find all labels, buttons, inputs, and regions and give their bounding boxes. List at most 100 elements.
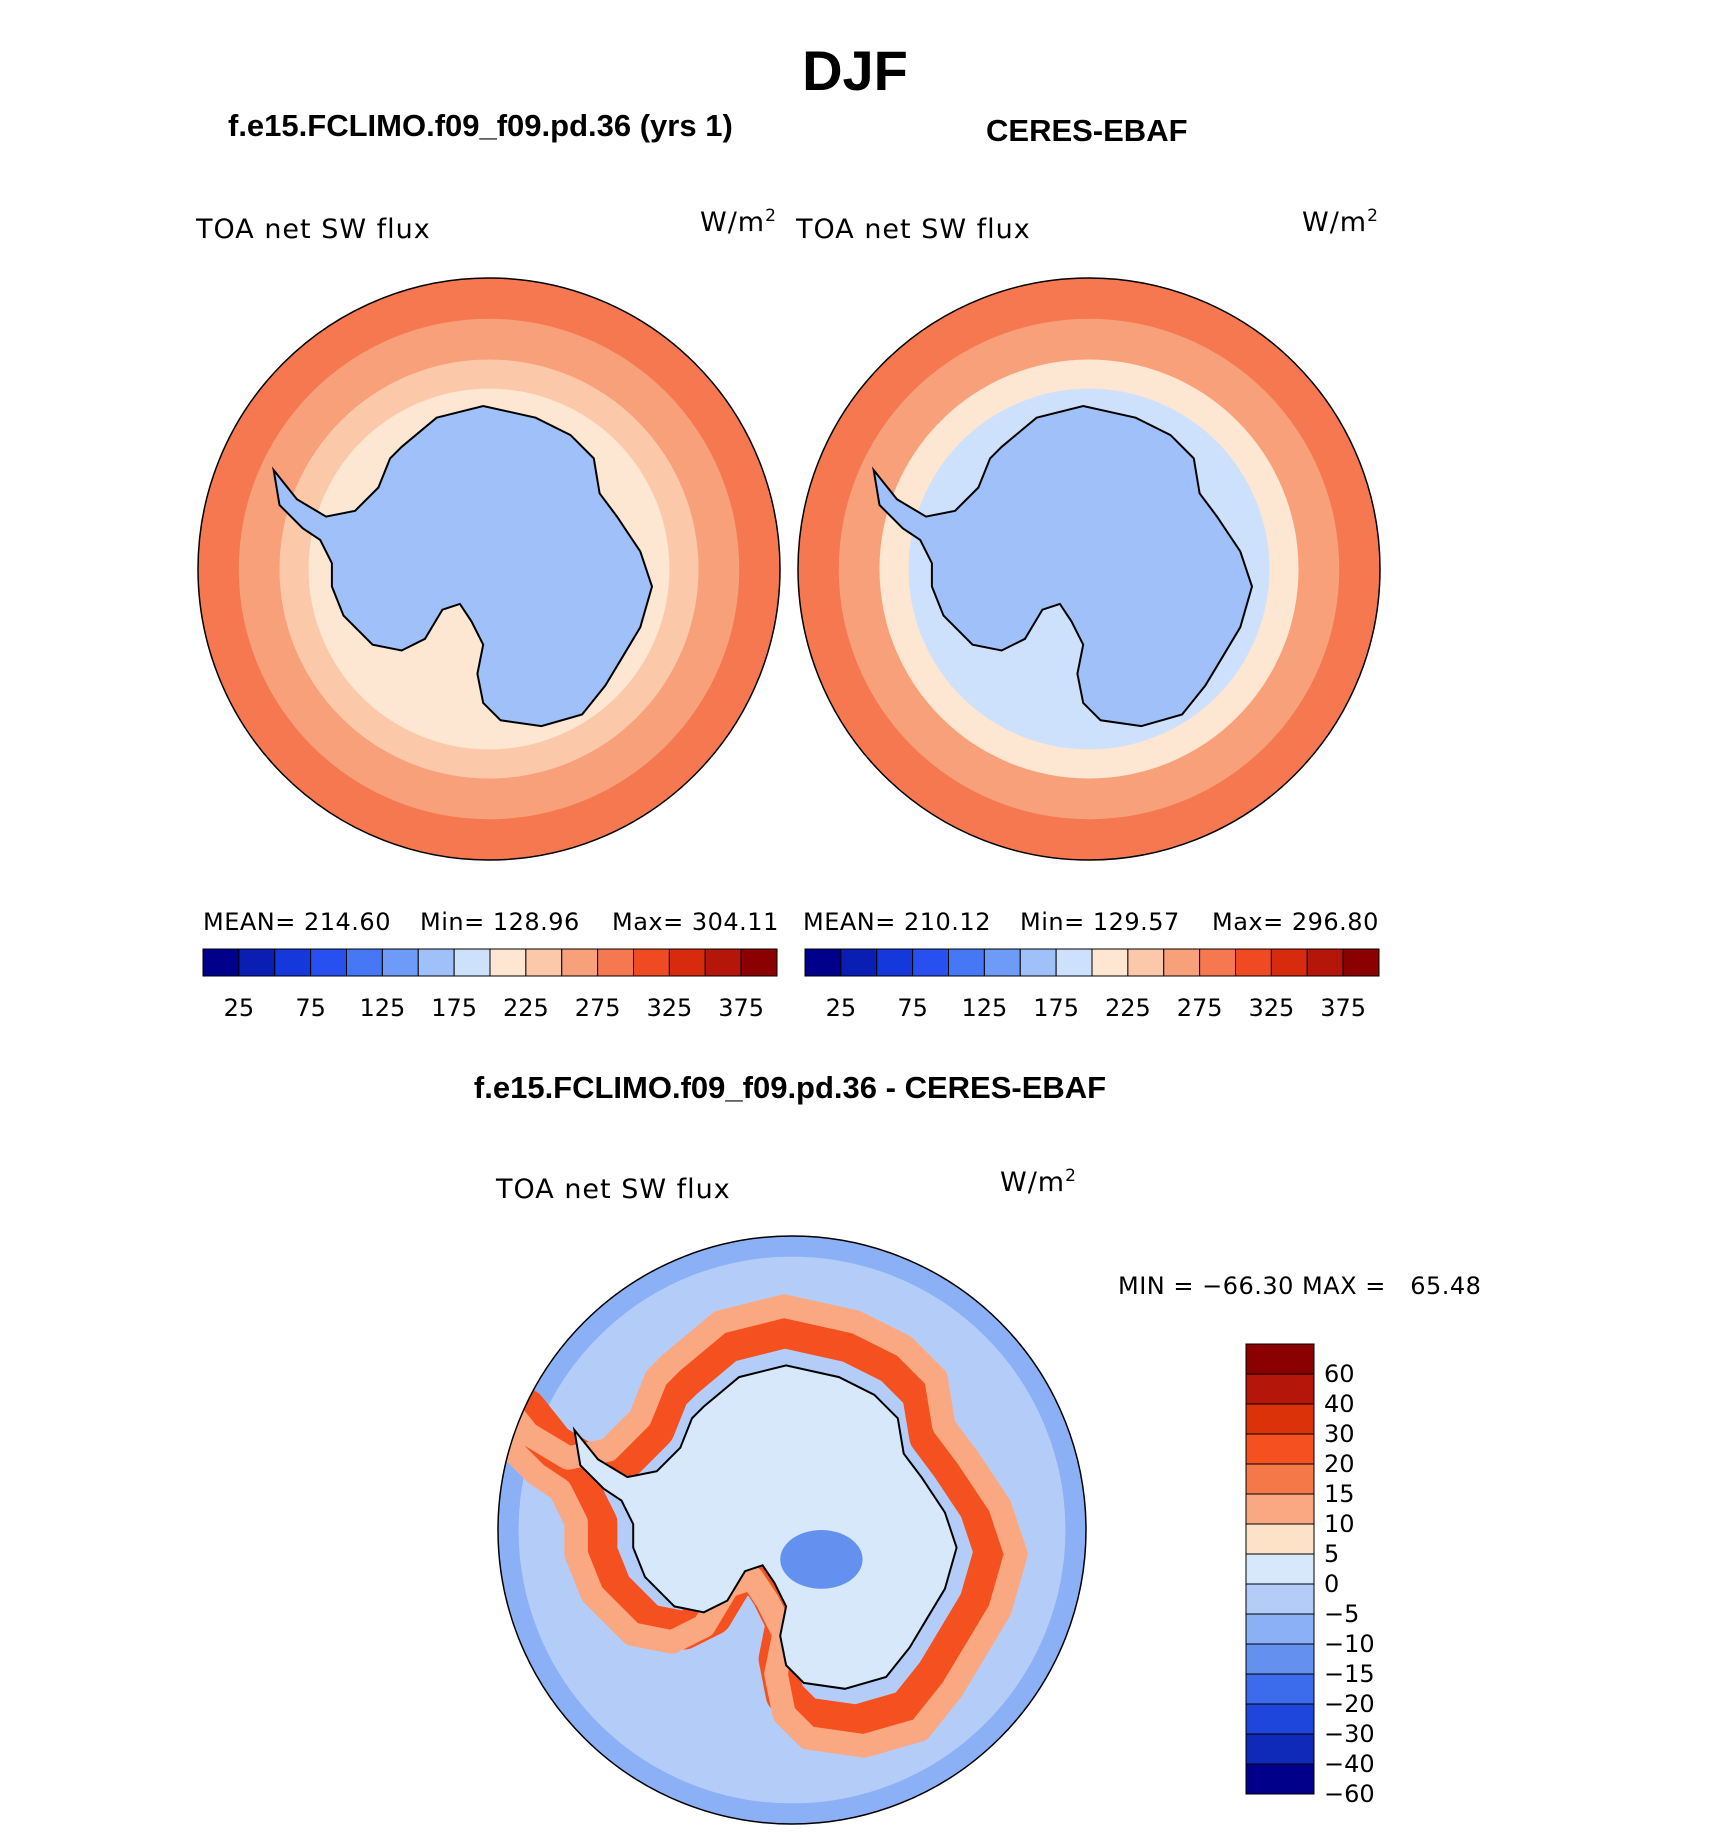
diff-colorbar-tick-label: −20 [1324,1690,1375,1718]
diff-interior-negative-patch [780,1530,863,1589]
model-colorbar-swatch [202,948,240,977]
diff-colorbar-tick-label: −60 [1324,1780,1375,1808]
diff-colorbar-swatch [1245,1523,1315,1555]
diff-colorbar-swatch [1245,1643,1315,1675]
obs-colorbar-swatch [840,948,878,977]
diff-colorbar-swatch [1245,1763,1315,1795]
model-colorbar-swatch [561,948,599,977]
model-colorbar-swatch [346,948,383,977]
obs-min-stat: Min= 129.57 [1020,908,1180,936]
obs-colorbar-swatch [1270,948,1308,977]
diff-colorbar-tick-label: 5 [1324,1540,1339,1568]
obs-colorbar-tick-label: 375 [1320,994,1366,1022]
model-colorbar-swatch [668,948,706,977]
obs-colorbar-tick-label: 125 [961,994,1007,1022]
diff-colorbar-tick-label: −30 [1324,1720,1375,1748]
diff-panel-title: f.e15.FCLIMO.f09_f09.pd.36 - CERES-EBAF [473,1070,1107,1105]
obs-colorbar-tick-label: 325 [1248,994,1294,1022]
diff-minmax-stat: MIN = −66.30 MAX = 65.48 [1118,1272,1482,1300]
obs-colorbar-swatch [1235,948,1272,977]
model-variable-label: TOA net SW flux [196,214,431,245]
model-colorbar-swatch [238,948,276,977]
diff-colorbar-swatch [1245,1673,1315,1705]
obs-colorbar: 25 75 125 175 225 275 325 375 [804,948,1380,1022]
obs-colorbar-swatch [1342,948,1380,977]
obs-antarctica-region [872,404,1254,728]
model-colorbar-swatch [453,948,491,977]
diff-polar-map [497,1235,1087,1825]
obs-colorbar-swatch [1163,948,1201,977]
obs-panel-title: CERES-EBAF [986,113,1188,148]
diff-units-base: W/m [1000,1167,1066,1198]
model-colorbar-swatch [274,948,312,977]
model-colorbar-swatch [740,948,778,977]
obs-units-base: W/m [1302,207,1368,238]
diff-map-border [497,1235,1087,1825]
diff-antarctica-region [572,1364,958,1690]
obs-colorbar-swatch [804,948,842,977]
diff-colorbar-swatch [1245,1343,1315,1375]
model-colorbar-tick-label: 175 [431,994,477,1022]
diff-colorbar-tick-label: −10 [1324,1630,1375,1658]
model-colorbar-tick-label: 375 [718,994,764,1022]
obs-mean-stat: MEAN= 210.12 [803,908,991,936]
diff-colorbar-tick-label: 40 [1324,1390,1355,1418]
diff-offshore-positive-ring [498,1294,1028,1758]
diff-colorbar-tick-label: −15 [1324,1660,1375,1688]
obs-colorbar-swatch [1127,948,1165,977]
model-colorbar-tick-label: 225 [503,994,549,1022]
model-units-exp: 2 [765,206,777,226]
obs-colorbar-swatch [948,948,985,977]
diff-colorbar-swatch [1245,1433,1315,1465]
diff-variable-label: TOA net SW flux [496,1174,731,1205]
season-title: DJF [802,39,908,102]
obs-colorbar-tick-label: 225 [1105,994,1151,1022]
diff-colorbar-tick-label: 30 [1324,1420,1355,1448]
model-colorbar-tick-label: 125 [359,994,405,1022]
diff-colorbar-swatch [1245,1403,1315,1435]
diff-colorbar-swatch [1245,1733,1315,1765]
diff-colorbar-tick-label: −5 [1324,1600,1359,1628]
diff-colorbar-swatch [1245,1463,1315,1495]
model-colorbar-swatch [633,948,670,977]
obs-colorbar-swatch [1019,948,1057,977]
model-colorbar-swatch [489,948,527,977]
obs-units-exp: 2 [1367,206,1379,226]
model-min-stat: Min= 128.96 [420,908,580,936]
model-units-label: W/m2 [700,206,777,238]
obs-colorbar-swatch [1199,948,1236,977]
diff-colorbar-swatch [1245,1613,1315,1645]
diff-colorbar-swatch [1245,1703,1315,1735]
diff-units-label: W/m2 [1000,1166,1077,1198]
obs-map-border [797,277,1381,861]
model-colorbar-swatch [525,948,563,977]
diff-colorbar-tick-label: −40 [1324,1750,1375,1778]
diff-colorbar-tick-label: 10 [1324,1510,1355,1538]
model-antarctica-region [272,404,654,728]
model-panel-title: f.e15.FCLIMO.f09_f09.pd.36 (yrs 1) [228,108,733,143]
diff-units-exp: 2 [1065,1166,1077,1186]
obs-colorbar-tick-label: 75 [897,994,928,1022]
diff-colorbar-swatch [1245,1373,1315,1405]
diff-colorbar-tick-label: 20 [1324,1450,1355,1478]
model-colorbar-tick-label: 275 [575,994,621,1022]
model-mean-stat: MEAN= 214.60 [203,908,391,936]
model-max-stat: Max= 304.11 [612,908,779,936]
obs-max-stat: Max= 296.80 [1212,908,1379,936]
obs-colorbar-swatch [1306,948,1344,977]
model-colorbar-swatch [704,948,742,977]
obs-units-label: W/m2 [1302,206,1379,238]
diff-colorbar-tick-label: 15 [1324,1480,1355,1508]
model-colorbar-swatch [310,948,347,977]
obs-colorbar-swatch [983,948,1021,977]
model-colorbar: 25 75 125 175 225 275 325 375 [202,948,778,1022]
model-polar-map [197,277,781,861]
obs-colorbar-swatch [1091,948,1129,977]
obs-colorbar-tick-label: 175 [1033,994,1079,1022]
diff-colorbar-tick-label: 60 [1324,1360,1355,1388]
diff-colorbar-swatch [1245,1493,1315,1525]
model-units-base: W/m [700,207,766,238]
model-colorbar-tick-label: 75 [295,994,326,1022]
obs-polar-map [797,277,1381,861]
